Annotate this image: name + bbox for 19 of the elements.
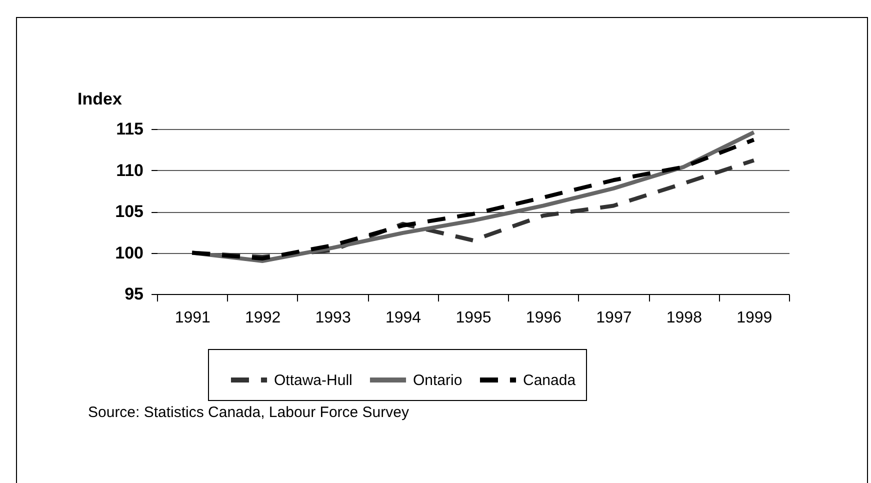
legend-label: Ottawa-Hull <box>274 372 352 389</box>
y-tick-label: 110 <box>116 160 144 180</box>
y-tick-label: 95 <box>124 284 144 304</box>
legend-label: Ontario <box>413 372 462 389</box>
x-tick-label: 1996 <box>526 310 562 326</box>
x-tick-label: 1993 <box>315 310 351 326</box>
y-tick-label: 100 <box>115 243 144 262</box>
y-tick-label: 115 <box>116 120 144 138</box>
x-tick-label: 1997 <box>596 310 632 326</box>
x-tick-label: 1991 <box>174 310 211 326</box>
legend-label: Canada <box>523 372 576 389</box>
y-axis-title: Index <box>78 90 122 108</box>
x-tick-label: 1998 <box>666 310 702 326</box>
x-tick-label: 1994 <box>385 310 422 326</box>
x-tick-label: 1999 <box>736 310 772 326</box>
x-tick-label: 1992 <box>245 310 281 326</box>
y-tick-label: 105 <box>115 202 144 221</box>
source-note: Source: Statistics Canada, Labour Force Survey <box>88 404 409 421</box>
x-tick-label: 1995 <box>456 310 492 326</box>
